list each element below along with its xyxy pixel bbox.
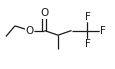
Text: F: F [84,12,90,22]
Text: F: F [84,39,90,49]
Text: O: O [25,26,34,36]
Text: F: F [99,26,105,36]
Text: O: O [40,8,48,18]
